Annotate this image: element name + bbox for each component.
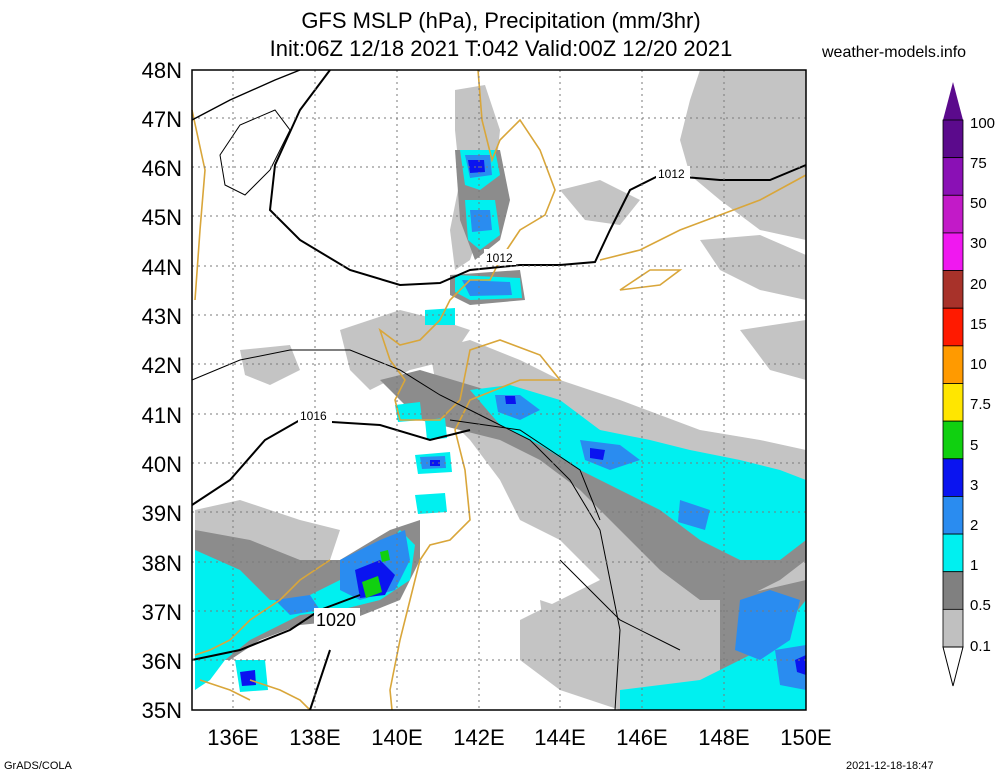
lat-label: 47N (142, 107, 182, 132)
legend-box (942, 383, 964, 422)
lon-label: 136E (207, 725, 258, 750)
lat-label: 48N (142, 58, 182, 83)
legend-color-boxes (942, 119, 964, 648)
lon-label: 150E (780, 725, 831, 750)
lat-label: 40N (142, 452, 182, 477)
site-credit: weather-models.info (822, 44, 967, 61)
lon-label: 148E (698, 725, 749, 750)
lon-label: 142E (453, 725, 504, 750)
map-subtitle: Init:06Z 12/18 2021 T:042 Valid:00Z 12/2… (269, 36, 733, 61)
map-frame (191, 69, 807, 711)
lat-axis: 48N 47N 46N 45N 44N 43N 42N 41N 40N 39N … (142, 58, 182, 723)
lon-label: 138E (289, 725, 340, 750)
coastlines (191, 69, 807, 711)
footer-timestamp: 2021-12-18-18:47 (846, 760, 934, 772)
legend-label: 0.1 (970, 638, 991, 655)
map-title: GFS MSLP (hPa), Precipitation (mm/3hr) (301, 8, 701, 33)
legend-box (942, 345, 964, 384)
lat-label: 42N (142, 353, 182, 378)
legend-box (942, 533, 964, 573)
isobar-label-1012-east: 1012 (658, 167, 685, 181)
lat-label: 37N (142, 600, 182, 625)
isobar-label-1012-center: 1012 (486, 251, 513, 265)
footer-credit: GrADS/COLA (4, 760, 72, 772)
legend-label: 75 (970, 155, 987, 172)
legend-label: 15 (970, 316, 987, 333)
legend-label: 7.5 (970, 396, 991, 413)
legend-label: 20 (970, 276, 987, 293)
legend-label: 1 (970, 557, 978, 574)
lat-label: 46N (142, 156, 182, 181)
lon-label: 146E (616, 725, 667, 750)
legend-label: 2 (970, 517, 978, 534)
gridlines (192, 70, 806, 710)
legend-box (942, 119, 964, 159)
legend-label: 0.5 (970, 597, 991, 614)
legend-box (942, 571, 964, 610)
legend-box (942, 232, 964, 271)
legend-label: 100 (970, 115, 995, 132)
lat-label: 35N (142, 698, 182, 723)
lat-label: 38N (142, 551, 182, 576)
legend-label: 50 (970, 195, 987, 212)
legend-top-arrow (943, 82, 963, 120)
legend-label: 30 (970, 235, 987, 252)
isobar-labels: 1012 1012 1016 1020 (298, 166, 690, 630)
lon-axis: 136E 138E 140E 142E 144E 146E 148E 150E (207, 725, 831, 750)
lat-label: 44N (142, 255, 182, 280)
legend-box (942, 496, 964, 535)
precip-green-areas (362, 550, 390, 598)
lat-label: 39N (142, 501, 182, 526)
legend-box (942, 194, 964, 234)
lat-label: 45N (142, 205, 182, 230)
isobar-label-1020: 1020 (316, 610, 356, 630)
legend-label: 3 (970, 477, 978, 494)
lat-label: 41N (142, 403, 182, 428)
legend-box (942, 307, 964, 347)
legend-labels: 100 75 50 30 20 15 10 7.5 5 3 2 1 0.5 0.… (970, 115, 995, 655)
lon-label: 144E (534, 725, 585, 750)
legend-label: 5 (970, 437, 978, 454)
legend-box (942, 458, 964, 497)
legend-bottom-arrow (942, 646, 964, 687)
isobar-label-1016: 1016 (300, 409, 327, 423)
lat-label: 43N (142, 304, 182, 329)
legend-box (942, 608, 964, 648)
legend-box (942, 270, 964, 309)
lon-label: 140E (371, 725, 422, 750)
legend-box (942, 420, 964, 460)
legend-box (942, 157, 964, 196)
lat-label: 36N (142, 649, 182, 674)
legend-label: 10 (970, 356, 987, 373)
precip-legend: 100 75 50 30 20 15 10 7.5 5 3 2 1 0.5 0.… (942, 82, 995, 687)
